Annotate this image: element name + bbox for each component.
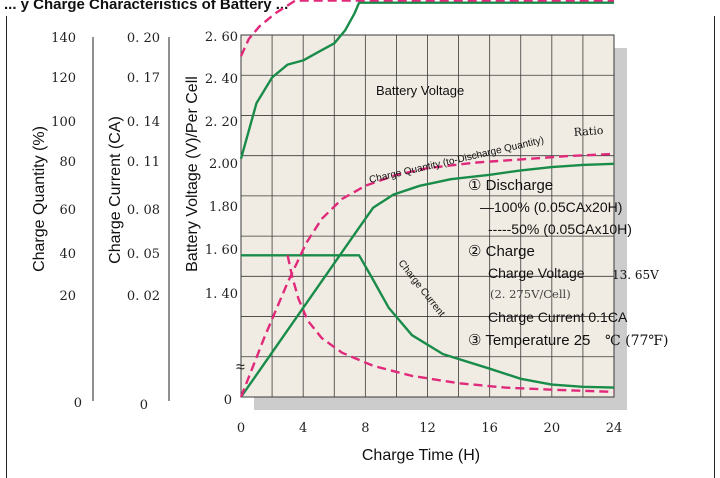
y-tick-label: 0. 08 xyxy=(127,203,160,218)
y-axis-label-charge-quantity: Charge Quantity (%) xyxy=(31,126,48,272)
y-tick-label: 0 xyxy=(74,396,82,411)
notes-panel: ① Discharge —100% (0.05CAx20H) -----50% … xyxy=(468,177,669,349)
curves xyxy=(239,0,615,398)
y-tick-label: 60 xyxy=(59,203,76,218)
y-tick-label: 0 xyxy=(140,398,148,413)
note-2b: (2. 275V/Cell) xyxy=(490,287,571,301)
y-axis-label-charge-current: Charge Current (CA) xyxy=(107,116,124,264)
note-3-heading: ③ Temperature 25 xyxy=(468,332,590,349)
y-tick-label: 40 xyxy=(59,247,76,262)
note-2-heading: ② Charge xyxy=(468,243,535,260)
x-tick-label: 20 xyxy=(544,421,561,436)
y-tick-label: 0. 11 xyxy=(127,155,160,170)
y-tick-label: 0. 20 xyxy=(127,31,160,46)
series-current-100pct xyxy=(241,254,615,389)
y-tick-label: 120 xyxy=(51,71,76,86)
y-tick-label: 0. 02 xyxy=(127,289,160,304)
curve-label-charge-quantity-suffix: Ratio xyxy=(573,124,604,139)
y-axis-label-battery-voltage: Battery Voltage (V)/Per Cell xyxy=(184,76,201,272)
y-tick-label: 1.80 xyxy=(209,200,238,215)
y-tick-label: 100 xyxy=(51,115,76,130)
x-tick-label: 4 xyxy=(299,421,307,436)
y-tick-label: 1. 40 xyxy=(205,287,238,302)
note-2a-value: 13. 65V xyxy=(612,268,659,282)
x-tick-label: 16 xyxy=(481,421,498,436)
series-quantity-50pct xyxy=(239,152,615,398)
x-tick-label: 24 xyxy=(606,421,623,436)
y-tick-label: 2.00 xyxy=(209,157,238,172)
y-tick-label: 20 xyxy=(59,289,76,304)
x-tick-label: 0 xyxy=(237,421,245,436)
y-ticks-current: 0. 20 0. 17 0. 14 0. 11 0. 08 0. 05 0. 0… xyxy=(127,31,160,413)
chart-header-text: ... y Charge Characteristics of Battery … xyxy=(4,0,288,13)
y-ticks-quantity: 140 120 100 80 60 40 20 0 xyxy=(51,31,82,411)
axis-break-symbol: ≈ xyxy=(236,359,245,376)
note-2c: Charge Current 0.1CA xyxy=(488,309,628,325)
note-1-heading: ① Discharge xyxy=(468,177,553,194)
x-tick-label: 8 xyxy=(361,421,369,436)
note-2a: Charge Voltage xyxy=(488,265,585,281)
x-axis-ticks: 0 4 8 12 16 20 24 xyxy=(237,421,622,436)
series-voltage-50pct xyxy=(239,0,614,57)
y-tick-label: 140 xyxy=(51,31,76,46)
y-tick-label: 0. 14 xyxy=(127,115,160,130)
note-3-unit: ℃ (77℉) xyxy=(605,333,669,349)
y-tick-label: 1. 60 xyxy=(205,243,238,258)
y-tick-label: 2. 60 xyxy=(205,30,238,45)
header-band xyxy=(0,0,720,16)
y-tick-label: 0. 05 xyxy=(127,247,160,262)
note-1b: -----50% (0.05CAx10H) xyxy=(488,221,632,237)
y-tick-label: 2. 20 xyxy=(205,115,238,130)
y-tick-label: 0 xyxy=(224,393,232,408)
y-tick-label: 80 xyxy=(59,155,76,170)
y-tick-label: 0. 17 xyxy=(127,71,160,86)
grid xyxy=(241,35,614,397)
series-voltage-100pct xyxy=(239,1,614,160)
note-1a: —100% (0.05CAx20H) xyxy=(480,199,622,215)
y-ticks-voltage: 2. 60 2. 40 2. 20 2.00 1.80 1. 60 1. 40 … xyxy=(205,30,238,408)
series-current-50pct xyxy=(286,255,615,394)
series-quantity-100pct xyxy=(240,162,615,398)
y-tick-label: 2. 40 xyxy=(205,72,238,87)
curve-label-battery-voltage: Battery Voltage xyxy=(376,83,464,98)
x-axis-label: Charge Time (H) xyxy=(362,447,480,464)
x-tick-label: 12 xyxy=(419,421,436,436)
